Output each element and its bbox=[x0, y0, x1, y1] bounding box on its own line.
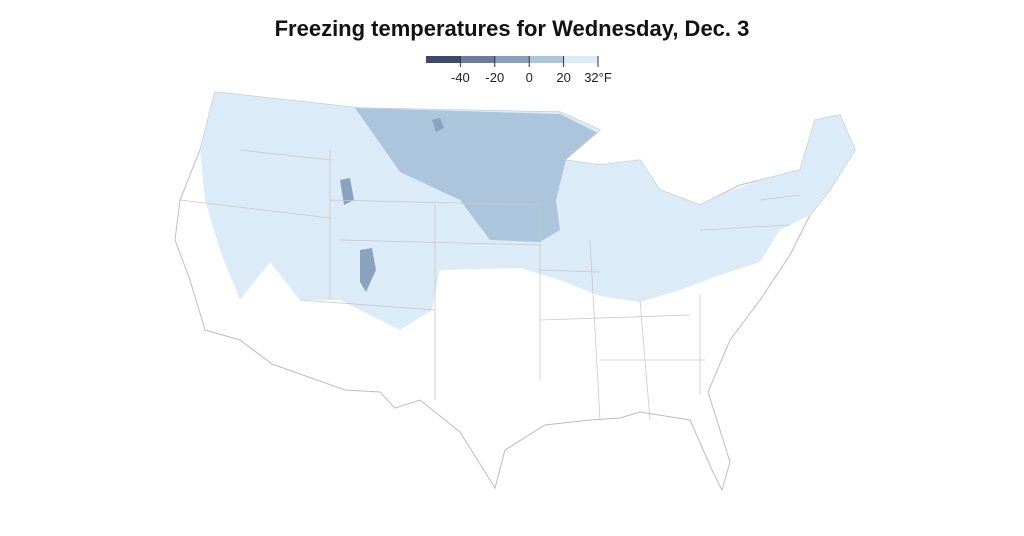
legend-tick-label: 20 bbox=[556, 70, 570, 85]
legend-swatch bbox=[426, 56, 461, 63]
legend-swatch bbox=[494, 56, 530, 63]
state-borders bbox=[179, 149, 801, 421]
cold-region bbox=[355, 108, 600, 242]
legend-swatch bbox=[563, 56, 598, 63]
legend-swatch bbox=[529, 56, 564, 63]
legend-tick-label: -40 bbox=[451, 70, 470, 85]
legend-tick-label: 32°F bbox=[584, 70, 612, 85]
legend-tick-label: -20 bbox=[485, 70, 504, 85]
legend: -40 -20 0 20 32°F bbox=[426, 56, 612, 85]
legend-swatch bbox=[460, 56, 495, 63]
title: Freezing temperatures for Wednesday, Dec… bbox=[275, 16, 750, 41]
map bbox=[174, 91, 856, 491]
legend-tick-label: 0 bbox=[526, 70, 533, 85]
